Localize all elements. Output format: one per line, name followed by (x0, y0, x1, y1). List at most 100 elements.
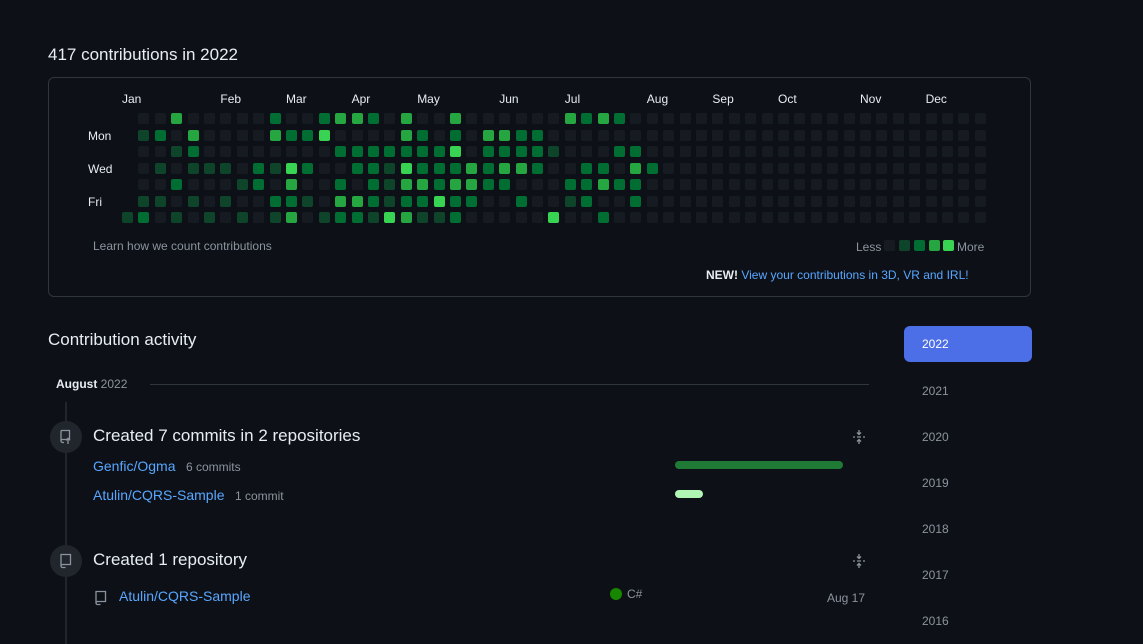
calendar-day-cell[interactable] (614, 195, 625, 207)
calendar-day-cell[interactable] (778, 212, 789, 223)
year-button-2019[interactable]: 2019 (922, 476, 949, 490)
collapse-icon[interactable] (851, 429, 867, 445)
calendar-day-cell[interactable] (122, 212, 133, 223)
calendar-day-cell[interactable] (548, 195, 560, 207)
calendar-day-cell[interactable] (860, 212, 871, 223)
calendar-day-cell[interactable] (696, 162, 707, 174)
calendar-day-cell[interactable] (876, 195, 888, 207)
calendar-day-cell[interactable] (499, 113, 511, 124)
calendar-day-cell[interactable] (597, 162, 609, 174)
calendar-day-cell[interactable] (482, 162, 494, 174)
calendar-day-cell[interactable] (450, 179, 461, 190)
calendar-day-cell[interactable] (154, 162, 166, 174)
calendar-day-cell[interactable] (515, 179, 527, 190)
calendar-day-cell[interactable] (400, 146, 412, 157)
calendar-day-cell[interactable] (581, 179, 593, 190)
calendar-day-cell[interactable] (204, 195, 215, 207)
calendar-day-cell[interactable] (761, 113, 773, 124)
calendar-day-cell[interactable] (860, 129, 871, 141)
calendar-day-cell[interactable] (696, 129, 707, 141)
calendar-day-cell[interactable] (778, 162, 789, 174)
year-button-2020[interactable]: 2020 (922, 430, 949, 444)
calendar-day-cell[interactable] (974, 113, 986, 124)
calendar-day-cell[interactable] (597, 129, 609, 141)
calendar-day-cell[interactable] (696, 146, 707, 157)
calendar-day-cell[interactable] (876, 162, 888, 174)
calendar-day-cell[interactable] (236, 113, 248, 124)
calendar-day-cell[interactable] (581, 129, 593, 141)
calendar-day-cell[interactable] (827, 162, 839, 174)
calendar-day-cell[interactable] (843, 195, 855, 207)
calendar-day-cell[interactable] (614, 162, 625, 174)
year-button-2017[interactable]: 2017 (922, 568, 949, 582)
calendar-day-cell[interactable] (712, 195, 724, 207)
calendar-day-cell[interactable] (204, 162, 215, 174)
calendar-day-cell[interactable] (286, 113, 297, 124)
calendar-day-cell[interactable] (712, 162, 724, 174)
calendar-day-cell[interactable] (564, 212, 576, 223)
calendar-day-cell[interactable] (286, 129, 297, 141)
calendar-day-cell[interactable] (450, 212, 461, 223)
calendar-day-cell[interactable] (548, 129, 560, 141)
calendar-day-cell[interactable] (335, 212, 347, 223)
calendar-day-cell[interactable] (630, 113, 642, 124)
calendar-day-cell[interactable] (318, 179, 330, 190)
calendar-day-cell[interactable] (400, 212, 412, 223)
calendar-day-cell[interactable] (154, 212, 166, 223)
calendar-day-cell[interactable] (171, 129, 183, 141)
calendar-day-cell[interactable] (925, 162, 937, 174)
calendar-day-cell[interactable] (810, 162, 822, 174)
calendar-day-cell[interactable] (450, 129, 461, 141)
calendar-day-cell[interactable] (745, 113, 757, 124)
calendar-day-cell[interactable] (892, 162, 904, 174)
calendar-day-cell[interactable] (335, 146, 347, 157)
calendar-day-cell[interactable] (597, 146, 609, 157)
calendar-day-cell[interactable] (466, 212, 478, 223)
calendar-day-cell[interactable] (171, 113, 183, 124)
calendar-day-cell[interactable] (942, 146, 953, 157)
calendar-day-cell[interactable] (302, 179, 314, 190)
calendar-day-cell[interactable] (138, 179, 150, 190)
year-button-2021[interactable]: 2021 (922, 384, 949, 398)
calendar-day-cell[interactable] (318, 162, 330, 174)
calendar-day-cell[interactable] (417, 212, 429, 223)
calendar-day-cell[interactable] (564, 146, 576, 157)
calendar-day-cell[interactable] (253, 162, 265, 174)
calendar-day-cell[interactable] (630, 162, 642, 174)
calendar-day-cell[interactable] (318, 129, 330, 141)
calendar-day-cell[interactable] (646, 162, 658, 174)
calendar-day-cell[interactable] (581, 212, 593, 223)
calendar-day-cell[interactable] (892, 195, 904, 207)
calendar-day-cell[interactable] (892, 129, 904, 141)
calendar-day-cell[interactable] (794, 162, 806, 174)
calendar-day-cell[interactable] (925, 179, 937, 190)
calendar-day-cell[interactable] (860, 162, 871, 174)
calendar-day-cell[interactable] (925, 195, 937, 207)
calendar-day-cell[interactable] (860, 195, 871, 207)
calendar-day-cell[interactable] (630, 129, 642, 141)
calendar-day-cell[interactable] (204, 212, 215, 223)
calendar-day-cell[interactable] (630, 195, 642, 207)
calendar-day-cell[interactable] (712, 146, 724, 157)
calendar-day-cell[interactable] (564, 129, 576, 141)
repo-commit-count[interactable]: 1 commit (234, 489, 284, 503)
calendar-day-cell[interactable] (154, 146, 166, 157)
calendar-day-cell[interactable] (384, 179, 396, 190)
calendar-day-cell[interactable] (269, 212, 281, 223)
calendar-day-cell[interactable] (876, 212, 888, 223)
calendar-day-cell[interactable] (794, 179, 806, 190)
calendar-day-cell[interactable] (220, 179, 232, 190)
calendar-day-cell[interactable] (204, 179, 215, 190)
calendar-day-cell[interactable] (778, 179, 789, 190)
calendar-day-cell[interactable] (368, 113, 379, 124)
calendar-day-cell[interactable] (696, 113, 707, 124)
calendar-day-cell[interactable] (400, 179, 412, 190)
calendar-day-cell[interactable] (892, 113, 904, 124)
calendar-day-cell[interactable] (712, 212, 724, 223)
calendar-day-cell[interactable] (154, 195, 166, 207)
calendar-day-cell[interactable] (171, 195, 183, 207)
calendar-day-cell[interactable] (958, 179, 970, 190)
calendar-day-cell[interactable] (614, 146, 625, 157)
calendar-day-cell[interactable] (581, 162, 593, 174)
calendar-day-cell[interactable] (368, 146, 379, 157)
